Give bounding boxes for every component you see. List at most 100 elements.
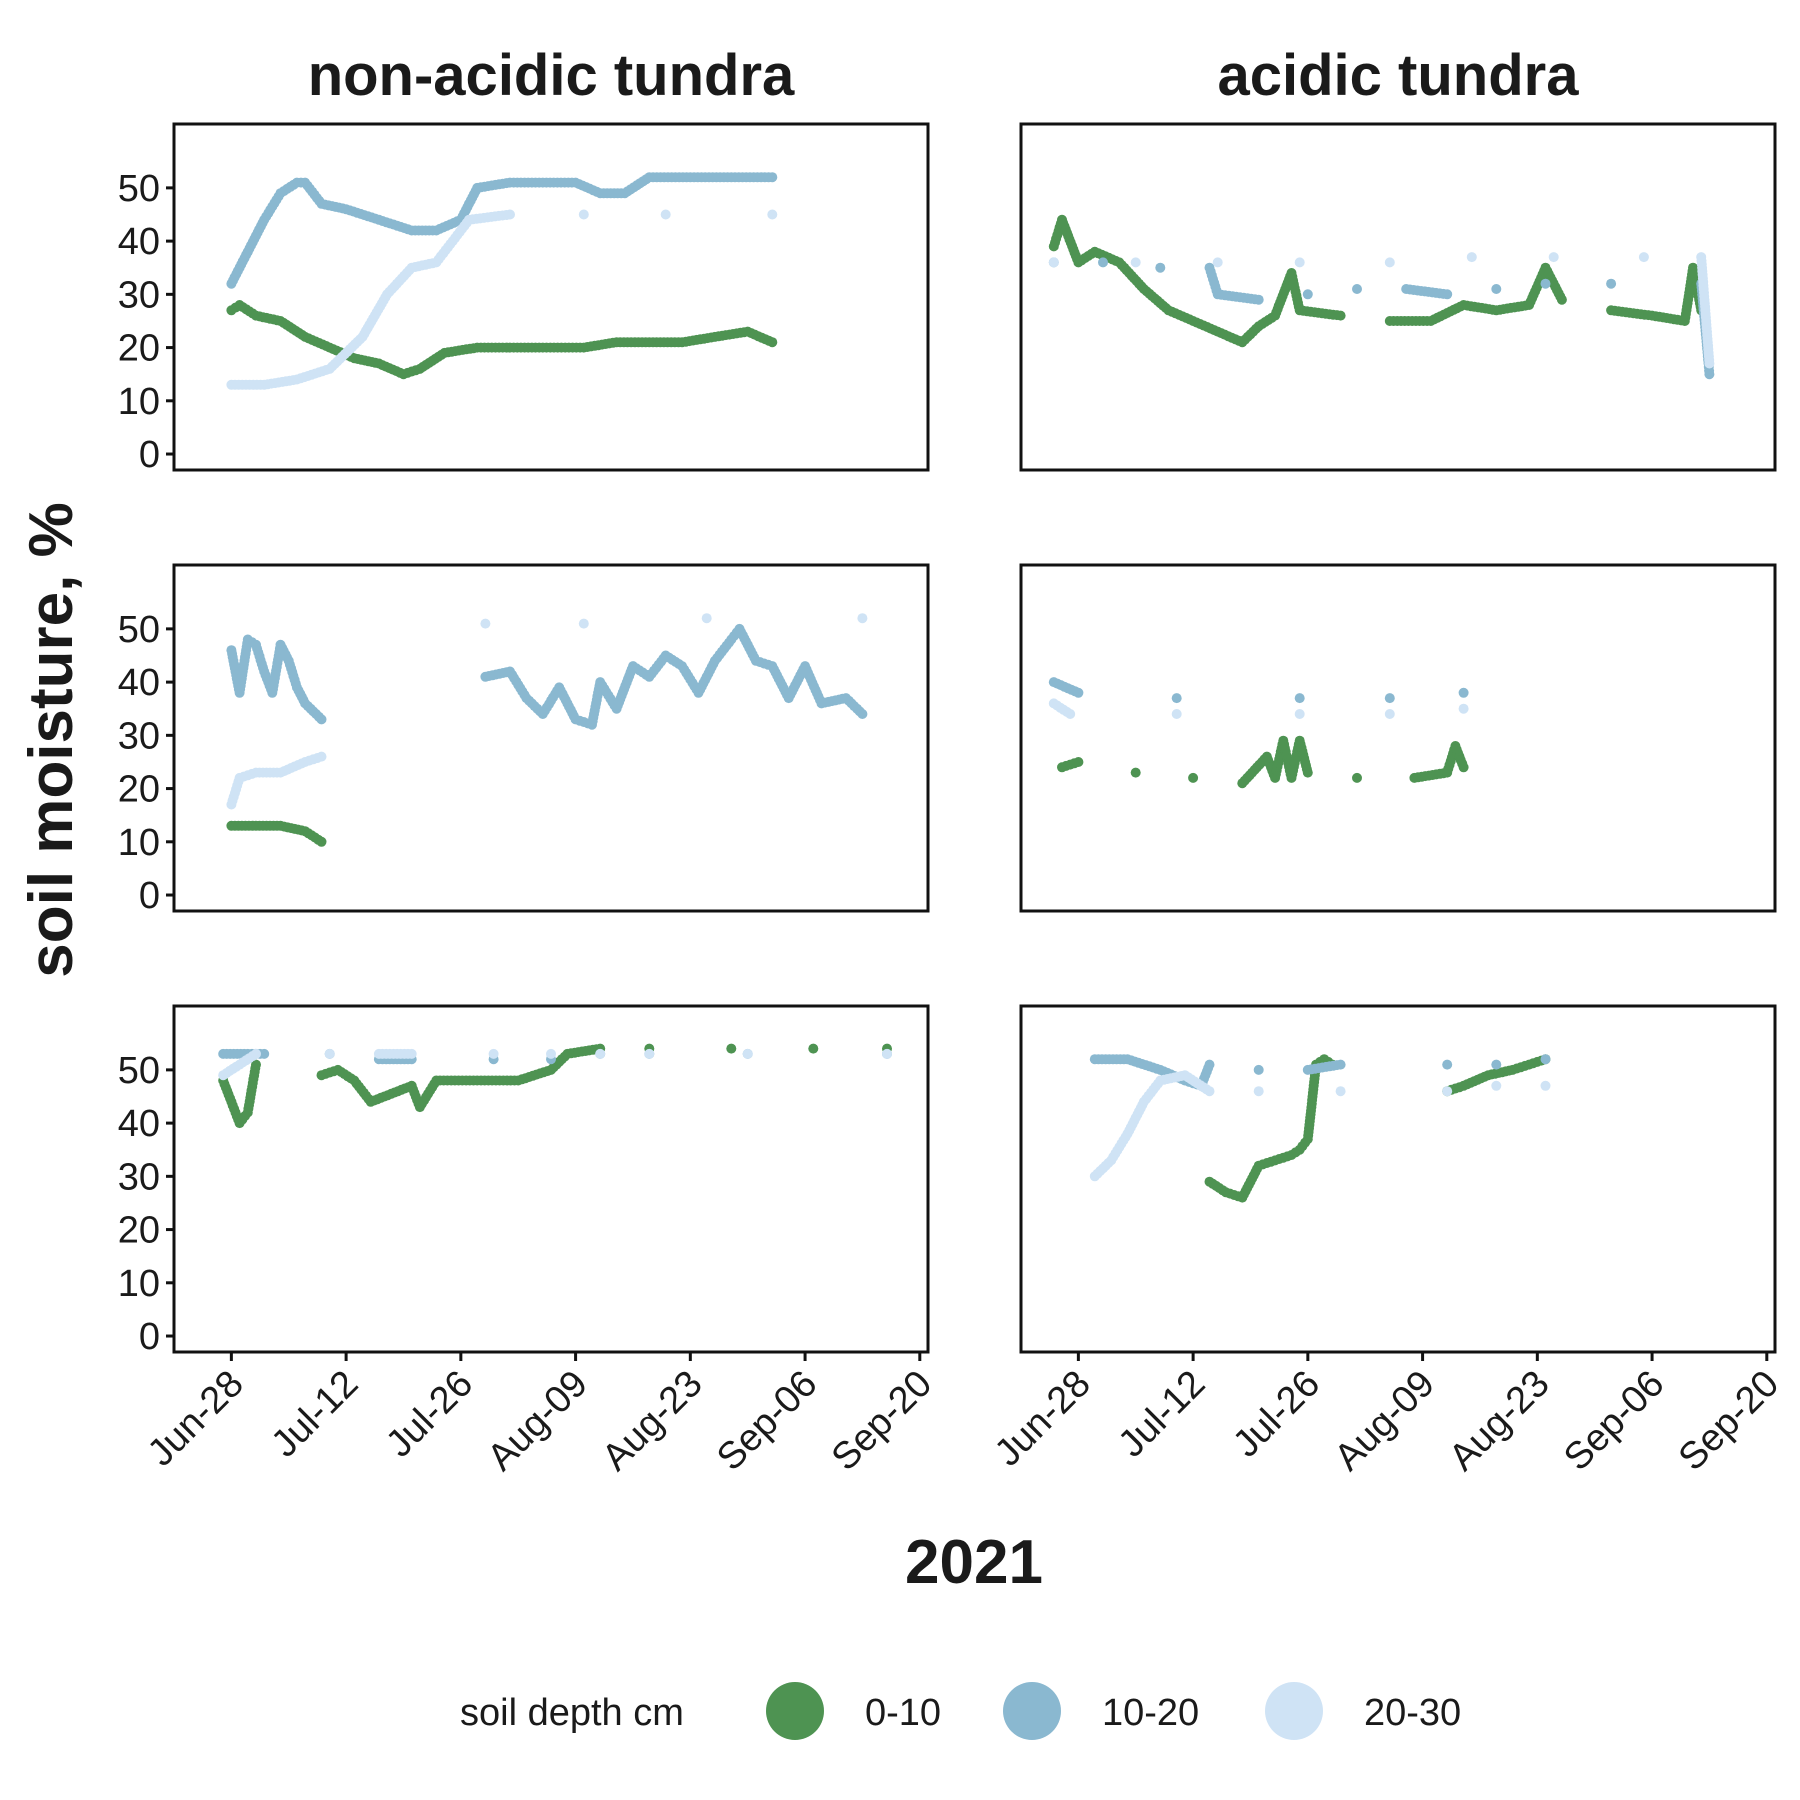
data-point xyxy=(578,618,589,629)
data-point xyxy=(808,1043,819,1054)
series-0-10 xyxy=(1204,1054,1551,1203)
legend-title: soil depth cm xyxy=(460,1692,684,1734)
series-0-10 xyxy=(226,820,327,847)
data-point xyxy=(1294,257,1305,268)
y-tick-label: 50 xyxy=(118,609,160,651)
panel-acidic-row-3: Jun-28 Jul-12 Jul-26Aug-09Aug-23Sep-06Sep-… xyxy=(987,1004,1787,1479)
data-point xyxy=(1302,289,1313,300)
data-point xyxy=(1253,294,1264,305)
data-point xyxy=(488,1048,499,1059)
x-tick-label: Jun-28 xyxy=(987,1363,1099,1475)
data-point xyxy=(767,209,778,220)
data-point xyxy=(251,1048,261,1059)
data-point xyxy=(767,337,778,348)
y-tick-label: 20 xyxy=(118,769,160,811)
y-tick-label: 40 xyxy=(118,1103,160,1145)
legend-swatch-20-30 xyxy=(1265,1682,1323,1740)
panel-acidic-row-1 xyxy=(1019,122,1777,472)
data-point xyxy=(1442,1086,1453,1097)
data-point xyxy=(857,709,868,719)
data-point xyxy=(316,714,327,725)
data-point xyxy=(1294,693,1305,704)
y-tick-label: 0 xyxy=(139,434,160,476)
y-tick-label: 10 xyxy=(118,1263,160,1305)
x-tick-label: Sep-20 xyxy=(824,1363,940,1479)
data-point xyxy=(1556,294,1567,305)
data-point xyxy=(324,1048,335,1059)
data-point xyxy=(1540,1080,1551,1091)
panel-points xyxy=(218,1043,892,1129)
data-point xyxy=(505,209,515,220)
data-point xyxy=(1335,310,1346,321)
facet-title-left: non-acidic tundra xyxy=(308,43,795,108)
x-tick-label: Jul-12 xyxy=(264,1363,367,1466)
panel-points xyxy=(1048,214,1715,380)
data-point xyxy=(767,172,778,183)
y-tick-label: 20 xyxy=(118,1210,160,1252)
data-point xyxy=(1073,687,1084,698)
data-point xyxy=(1335,1086,1346,1097)
data-point xyxy=(1335,1059,1346,1070)
y-tick-label: 30 xyxy=(118,274,160,316)
x-tick-label: Sep-20 xyxy=(1671,1363,1787,1479)
data-point xyxy=(1491,1059,1502,1070)
data-point xyxy=(1155,262,1166,273)
data-point xyxy=(701,613,712,624)
x-tick-label: Aug-23 xyxy=(594,1363,710,1479)
panel-non-acidic-row-2: 0 10 20 30 40 50 xyxy=(118,563,930,917)
y-tick-label: 40 xyxy=(118,221,160,263)
legend-label-0-10: 0-10 xyxy=(865,1692,941,1734)
x-tick-label: Jun-28 xyxy=(140,1363,252,1475)
data-point xyxy=(1130,257,1141,268)
x-tick-label: Sep-06 xyxy=(1556,1363,1672,1479)
data-point xyxy=(1442,289,1453,300)
data-point xyxy=(251,1059,261,1070)
data-point xyxy=(726,1043,737,1054)
data-point xyxy=(1458,762,1469,773)
data-point xyxy=(578,209,589,220)
panel-points xyxy=(226,613,868,847)
data-point xyxy=(1188,772,1199,783)
data-point xyxy=(1458,687,1469,698)
x-tick-label: Jul-26 xyxy=(378,1363,481,1466)
x-tick-label: Aug-09 xyxy=(1327,1363,1443,1479)
y-tick-label: 40 xyxy=(118,662,160,704)
data-point xyxy=(1171,709,1182,719)
data-point xyxy=(595,1048,606,1059)
series-20-30 xyxy=(226,209,778,390)
series-10-20 xyxy=(1048,257,1715,380)
panel-non-acidic-row-3: 0 10 20 30 40 50 Jun-28 Jul-12 Jul-26Aug-09Aug-2… xyxy=(118,1004,940,1479)
legend-swatch-0-10 xyxy=(766,1682,824,1740)
data-point xyxy=(480,618,491,629)
data-point xyxy=(1130,767,1141,778)
data-point xyxy=(1704,358,1715,369)
panel-frame xyxy=(1019,563,1777,913)
data-point xyxy=(742,1048,753,1059)
data-point xyxy=(1458,703,1469,714)
y-tick-label: 0 xyxy=(139,1316,160,1358)
data-point xyxy=(1204,1086,1215,1097)
x-tick-label: Aug-09 xyxy=(480,1363,596,1479)
x-axis-title: 2021 xyxy=(905,1528,1043,1597)
data-point xyxy=(1302,767,1313,778)
panel-frame xyxy=(172,122,930,472)
data-point xyxy=(1638,252,1649,263)
y-axis-title: soil moisture, % xyxy=(17,502,86,977)
data-point xyxy=(660,209,671,220)
x-tick-label: Sep-06 xyxy=(709,1363,825,1479)
data-point xyxy=(1606,278,1617,289)
data-point xyxy=(259,1048,270,1059)
panel-points xyxy=(226,172,778,390)
data-point xyxy=(1204,1059,1215,1070)
y-tick-label: 30 xyxy=(118,715,160,757)
data-point xyxy=(1540,1054,1551,1065)
data-point xyxy=(1352,284,1362,294)
facet-title-right: acidic tundra xyxy=(1218,43,1580,108)
data-point xyxy=(1048,257,1059,268)
data-point xyxy=(1065,709,1076,719)
data-point xyxy=(1171,693,1182,704)
data-point xyxy=(1212,257,1223,268)
data-point xyxy=(1384,709,1395,719)
